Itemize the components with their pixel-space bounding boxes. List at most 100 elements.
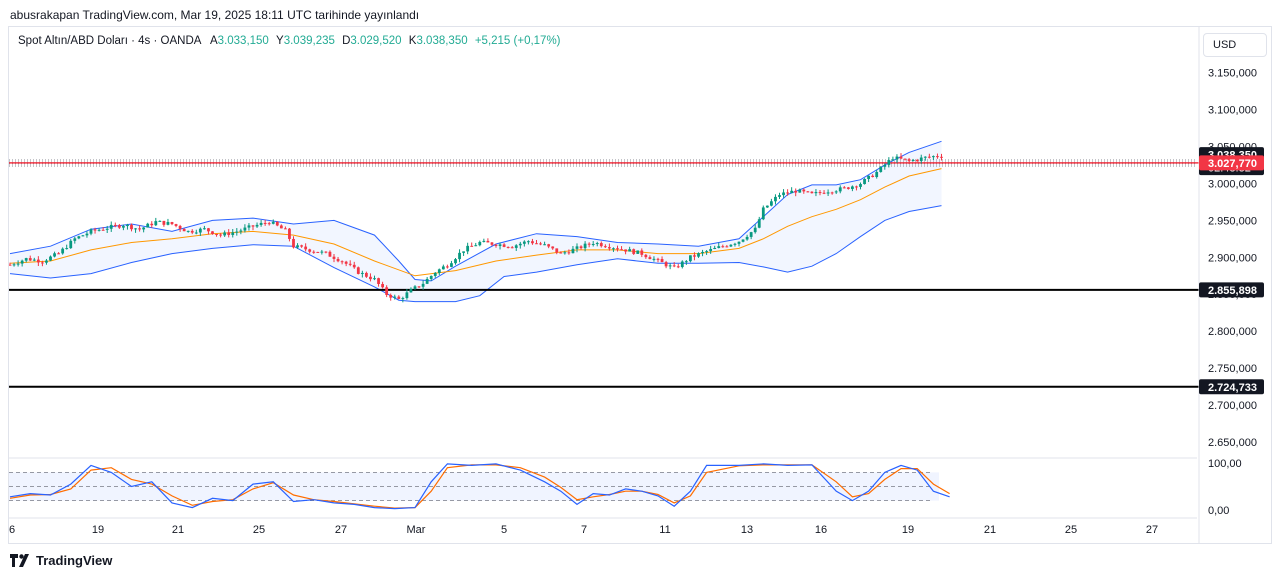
candle-body[interactable] xyxy=(312,251,316,253)
candle-body[interactable] xyxy=(385,287,389,295)
candle-body[interactable] xyxy=(122,226,125,228)
candle-body[interactable] xyxy=(644,254,648,258)
candle-body[interactable] xyxy=(425,278,429,284)
candle-body[interactable] xyxy=(65,248,69,250)
candle-body[interactable] xyxy=(36,259,40,263)
candle-body[interactable] xyxy=(899,156,903,159)
candle-body[interactable] xyxy=(737,241,741,244)
candle-body[interactable] xyxy=(713,247,717,249)
candle-body[interactable] xyxy=(518,243,522,246)
candle-body[interactable] xyxy=(316,251,320,253)
candle-body[interactable] xyxy=(105,228,109,230)
candle-body[interactable] xyxy=(822,192,826,194)
candle-body[interactable] xyxy=(911,160,915,162)
candle-body[interactable] xyxy=(684,261,688,263)
candle-body[interactable] xyxy=(616,248,619,250)
candle-body[interactable] xyxy=(786,192,789,194)
candle-body[interactable] xyxy=(883,164,887,167)
candle-body[interactable] xyxy=(101,229,105,231)
candle-body[interactable] xyxy=(660,259,664,263)
candle-body[interactable] xyxy=(571,248,575,254)
candle-body[interactable] xyxy=(834,191,838,193)
candle-body[interactable] xyxy=(162,220,166,225)
candle-body[interactable] xyxy=(814,192,818,194)
candle-body[interactable] xyxy=(717,246,721,248)
candle-body[interactable] xyxy=(668,265,672,267)
candle-body[interactable] xyxy=(336,258,340,262)
candle-body[interactable] xyxy=(348,263,352,265)
candle-body[interactable] xyxy=(126,224,129,227)
candle-body[interactable] xyxy=(907,159,911,161)
candle-body[interactable] xyxy=(203,228,206,230)
candle-body[interactable] xyxy=(158,220,162,222)
candle-body[interactable] xyxy=(433,272,437,276)
candle-body[interactable] xyxy=(531,241,534,244)
candle-body[interactable] xyxy=(749,232,753,237)
candle-body[interactable] xyxy=(527,241,530,243)
candle-body[interactable] xyxy=(940,156,943,158)
candle-body[interactable] xyxy=(612,248,615,250)
candle-body[interactable] xyxy=(194,232,198,234)
candle-body[interactable] xyxy=(636,250,640,254)
candle-body[interactable] xyxy=(190,230,194,233)
candle-body[interactable] xyxy=(923,156,927,158)
candle-body[interactable] xyxy=(745,236,749,240)
candle-body[interactable] xyxy=(859,184,862,187)
candle-body[interactable] xyxy=(765,205,769,208)
candle-body[interactable] xyxy=(284,228,287,230)
candle-body[interactable] xyxy=(73,238,77,241)
candle-body[interactable] xyxy=(725,246,729,248)
candle-body[interactable] xyxy=(652,258,656,260)
candle-body[interactable] xyxy=(830,192,834,194)
candle-body[interactable] xyxy=(838,187,842,192)
candle-body[interactable] xyxy=(559,252,563,254)
candle-body[interactable] xyxy=(373,278,376,280)
candle-body[interactable] xyxy=(539,243,542,245)
candle-body[interactable] xyxy=(867,175,870,179)
candle-body[interactable] xyxy=(154,221,158,226)
candle-body[interactable] xyxy=(186,230,190,232)
candle-body[interactable] xyxy=(506,246,510,248)
candle-body[interactable] xyxy=(369,276,372,280)
candle-body[interactable] xyxy=(680,261,684,268)
candle-body[interactable] xyxy=(608,247,611,249)
candle-body[interactable] xyxy=(352,264,356,268)
candle-body[interactable] xyxy=(842,187,846,189)
candle-body[interactable] xyxy=(174,224,178,226)
candle-body[interactable] xyxy=(895,156,899,160)
candle-body[interactable] xyxy=(547,244,551,247)
candle-body[interactable] xyxy=(879,166,883,172)
candle-body[interactable] xyxy=(421,283,425,287)
candle-body[interactable] xyxy=(486,240,490,243)
candle-body[interactable] xyxy=(855,186,858,188)
candle-body[interactable] xyxy=(109,224,113,229)
candle-body[interactable] xyxy=(733,243,737,245)
candle-body[interactable] xyxy=(721,246,725,248)
candle-body[interactable] xyxy=(150,223,154,226)
candle-body[interactable] xyxy=(932,156,935,158)
candle-body[interactable] xyxy=(729,244,733,247)
candle-body[interactable] xyxy=(332,256,336,259)
candle-body[interactable] xyxy=(211,231,214,235)
candle-body[interactable] xyxy=(543,244,546,246)
candle-body[interactable] xyxy=(304,246,308,250)
candle-body[interactable] xyxy=(826,192,830,194)
candle-body[interactable] xyxy=(320,251,324,253)
candle-body[interactable] xyxy=(466,245,470,252)
candle-body[interactable] xyxy=(81,235,85,237)
candle-body[interactable] xyxy=(863,178,866,185)
candle-body[interactable] xyxy=(624,249,627,252)
candle-body[interactable] xyxy=(498,244,502,246)
candle-body[interactable] xyxy=(279,225,283,229)
candle-body[interactable] xyxy=(170,222,174,225)
candle-body[interactable] xyxy=(753,227,757,233)
candle-body[interactable] xyxy=(207,228,210,232)
candle-body[interactable] xyxy=(522,241,526,244)
candle-body[interactable] xyxy=(672,265,676,267)
candle-body[interactable] xyxy=(648,257,652,260)
candle-body[interactable] xyxy=(656,258,660,260)
candle-body[interactable] xyxy=(603,246,607,248)
candle-body[interactable] xyxy=(478,241,482,246)
candle-body[interactable] xyxy=(903,158,907,160)
candle-body[interactable] xyxy=(802,189,806,192)
